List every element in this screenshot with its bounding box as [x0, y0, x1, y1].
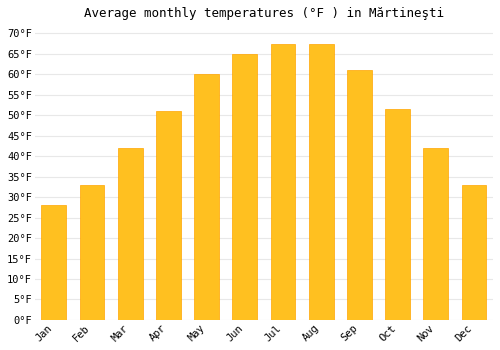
Bar	[309, 44, 334, 320]
Title: Average monthly temperatures (°F ) in Mărtineşti: Average monthly temperatures (°F ) in Mă…	[84, 7, 444, 20]
Bar	[42, 205, 66, 320]
Bar	[232, 54, 257, 320]
Bar	[385, 109, 410, 320]
Bar	[118, 148, 142, 320]
Bar	[462, 185, 486, 320]
Bar	[80, 185, 104, 320]
Bar	[270, 44, 295, 320]
Bar	[347, 70, 372, 320]
Bar	[424, 148, 448, 320]
Bar	[156, 111, 181, 320]
Bar	[194, 75, 219, 320]
